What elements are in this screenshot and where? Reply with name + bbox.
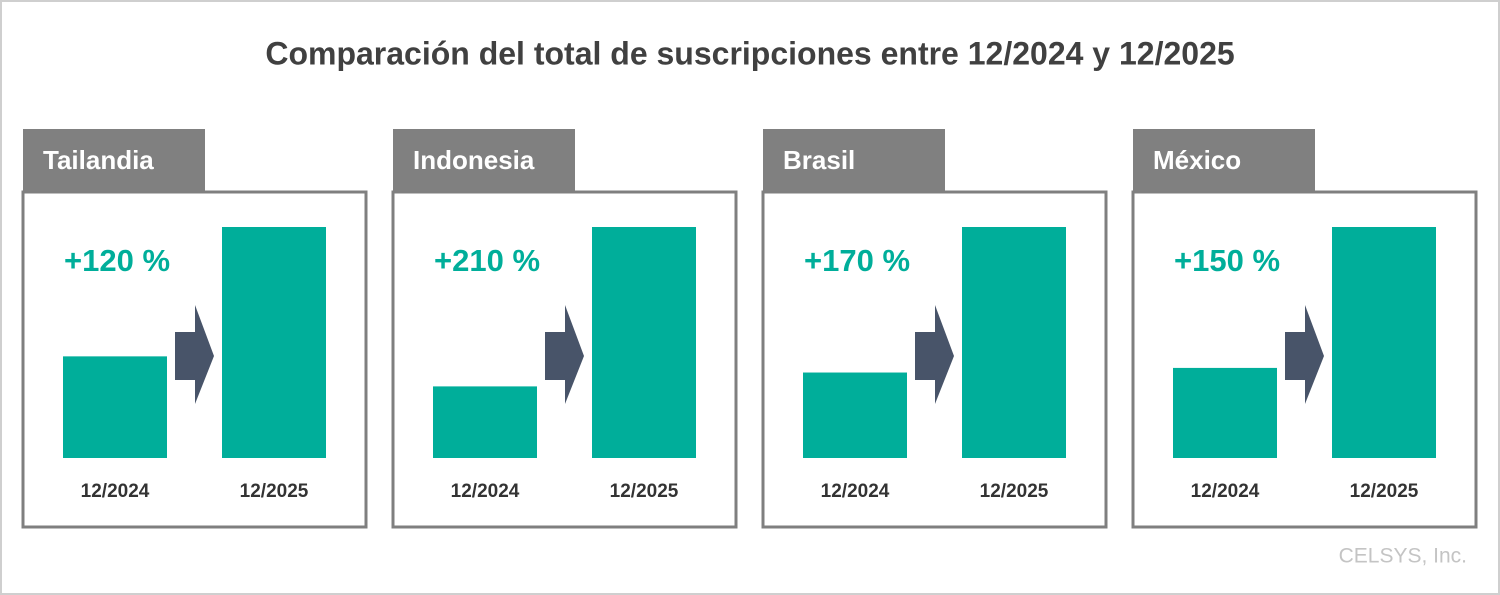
- x-tick-label: 12/2024: [81, 481, 150, 502]
- source: CELSYS, Inc.: [1339, 545, 1467, 568]
- arrow: [1285, 305, 1324, 404]
- tab: [393, 129, 575, 191]
- bar: [63, 356, 167, 458]
- tab: [23, 129, 205, 191]
- x-tick-label: 12/2024: [451, 481, 520, 502]
- panel-title: Tailandia: [43, 145, 154, 175]
- annotation: +120 %: [64, 243, 170, 278]
- arrow: [545, 305, 584, 404]
- bar: [433, 386, 537, 458]
- annotation: +170 %: [804, 243, 910, 278]
- bar: [962, 227, 1066, 458]
- bar: [1332, 227, 1436, 458]
- bar: [1173, 367, 1277, 458]
- tab: [1133, 129, 1315, 191]
- annotation: +150 %: [1174, 243, 1280, 278]
- x-tick-label: 12/2024: [821, 481, 890, 502]
- arrow: [915, 305, 954, 404]
- x-tick-label: 12/2025: [980, 481, 1049, 502]
- x-tick-label: 12/2025: [1350, 481, 1419, 502]
- x-tick-label: 12/2025: [240, 481, 309, 502]
- x-tick-label: 12/2024: [1191, 481, 1260, 502]
- x-tick-label: 12/2025: [610, 481, 679, 502]
- page-title: Comparación del total de suscripciones e…: [265, 35, 1234, 71]
- arrow: [175, 305, 214, 404]
- panel-title: Brasil: [783, 145, 855, 175]
- annotation: +210 %: [434, 243, 540, 278]
- bar: [803, 372, 907, 458]
- tab: [763, 129, 945, 191]
- panel-title: Indonesia: [413, 145, 535, 175]
- panel-title: México: [1153, 145, 1241, 175]
- bar: [222, 227, 326, 458]
- bar: [592, 227, 696, 458]
